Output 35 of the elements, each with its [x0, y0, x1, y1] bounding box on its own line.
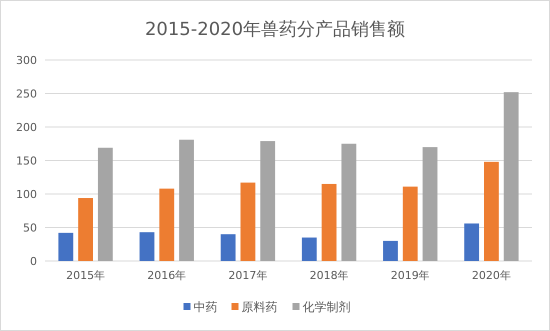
x-tick-label: 2018年	[310, 269, 349, 282]
legend-label: 原料药	[242, 300, 278, 314]
legend-label: 化学制剂	[302, 300, 350, 314]
bar	[422, 147, 438, 261]
y-tick-label: 200	[16, 120, 37, 134]
bar	[159, 188, 174, 261]
bar	[402, 186, 418, 261]
bar	[140, 232, 154, 261]
y-tick-label: 100	[16, 188, 37, 201]
chart-title: 2015-2020年兽药分产品销售额	[144, 19, 406, 40]
bar	[302, 238, 317, 261]
legend-label: 中药	[194, 300, 218, 314]
x-tick-label: 2015年	[66, 269, 106, 282]
x-tick-label: 2017年	[228, 269, 268, 282]
bar	[179, 140, 194, 261]
y-tick-label: 0	[30, 254, 37, 268]
x-tick-label: 2016年	[147, 269, 186, 282]
bar	[240, 182, 256, 261]
bar	[78, 198, 93, 261]
bar	[260, 141, 276, 261]
bar	[220, 234, 236, 261]
y-tick-label: 150	[16, 154, 37, 168]
bar	[322, 184, 336, 261]
bar	[341, 144, 356, 261]
bar	[504, 92, 519, 261]
y-tick-label: 50	[23, 221, 37, 234]
bar	[383, 240, 398, 261]
y-tick-label: 300	[16, 54, 37, 67]
bar	[464, 223, 480, 261]
x-tick-label: 2019年	[390, 269, 430, 282]
x-tick-label: 2020年	[472, 269, 511, 282]
y-tick-label: 250	[16, 87, 37, 100]
bar	[484, 162, 499, 261]
bar	[98, 148, 113, 261]
bar	[58, 232, 74, 261]
